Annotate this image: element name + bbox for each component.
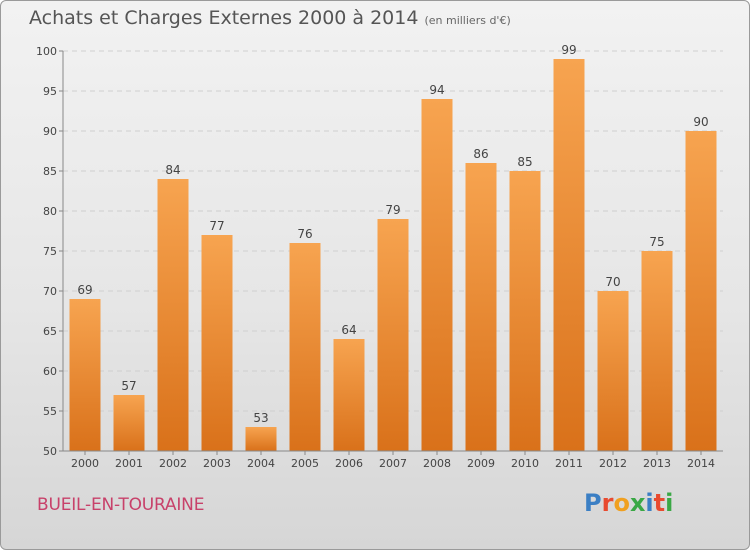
- bar: [421, 99, 453, 451]
- data-label: 85: [517, 155, 532, 169]
- logo-letter: P: [584, 489, 602, 517]
- bar: [377, 219, 409, 451]
- x-tick-label: 2003: [203, 457, 231, 470]
- bar: [597, 291, 629, 451]
- data-label: 86: [473, 147, 488, 161]
- bar: [245, 427, 277, 451]
- y-tick-label: 50: [43, 445, 57, 458]
- chart-title: Achats et Charges Externes 2000 à 2014 (e…: [29, 7, 511, 29]
- commune-name: BUEIL-EN-TOURAINE: [37, 495, 205, 515]
- bar: [553, 59, 585, 451]
- logo-letter: o: [613, 489, 630, 517]
- data-label: 77: [209, 219, 224, 233]
- axes: 50 55 60 65 70 75 80 85 90 95 100 2000 2001 2002 2003 2…: [36, 45, 723, 470]
- data-label: 90: [693, 115, 708, 129]
- data-label: 75: [649, 235, 664, 249]
- logo-letter: i: [665, 489, 674, 517]
- data-label: 70: [605, 275, 620, 289]
- y-tick-label: 60: [43, 365, 57, 378]
- proxiti-logo: Proxiti: [584, 489, 673, 517]
- x-tick-label: 2002: [159, 457, 187, 470]
- data-label: 69: [77, 283, 92, 297]
- x-tick-label: 2012: [599, 457, 627, 470]
- x-tick-label: 2008: [423, 457, 451, 470]
- bar: [333, 339, 365, 451]
- x-tick-label: 2010: [511, 457, 539, 470]
- x-tick-label: 2007: [379, 457, 407, 470]
- logo-letter: i: [645, 489, 654, 517]
- y-tick-label: 85: [43, 165, 57, 178]
- x-tick-label: 2001: [115, 457, 143, 470]
- data-label: 99: [561, 43, 576, 57]
- y-tick-label: 100: [36, 45, 57, 58]
- bar: [641, 251, 673, 451]
- y-tick-label: 90: [43, 125, 57, 138]
- y-tick-label: 55: [43, 405, 57, 418]
- x-tick-label: 2000: [71, 457, 99, 470]
- data-label: 64: [341, 323, 356, 337]
- x-tick-label: 2006: [335, 457, 363, 470]
- data-label: 84: [165, 163, 180, 177]
- data-label: 57: [121, 379, 136, 393]
- x-tick-label: 2005: [291, 457, 319, 470]
- logo-letter: r: [601, 489, 614, 517]
- bar: [157, 179, 189, 451]
- y-tick-label: 65: [43, 325, 57, 338]
- bar: [685, 131, 717, 451]
- y-tick-label: 80: [43, 205, 57, 218]
- x-tick-label: 2009: [467, 457, 495, 470]
- y-tick-label: 75: [43, 245, 57, 258]
- data-label: 94: [429, 83, 444, 97]
- chart-subtitle: (en milliers d'€): [424, 14, 511, 27]
- data-label: 79: [385, 203, 400, 217]
- bar: [69, 299, 101, 451]
- chart-title-text: Achats et Charges Externes 2000 à 2014: [29, 7, 419, 29]
- x-tick-label: 2011: [555, 457, 583, 470]
- x-tick-label: 2014: [687, 457, 715, 470]
- bar-series: 69 57 84 77 53 76 64 79 94 86 85 99 70 75 90: [69, 43, 717, 451]
- bar: [509, 171, 541, 451]
- data-label: 76: [297, 227, 312, 241]
- bar: [201, 235, 233, 451]
- y-tick-label: 70: [43, 285, 57, 298]
- logo-letter: x: [629, 489, 646, 517]
- x-tick-label: 2004: [247, 457, 275, 470]
- bar: [465, 163, 497, 451]
- x-tick-label: 2013: [643, 457, 671, 470]
- data-label: 53: [253, 411, 268, 425]
- y-tick-label: 95: [43, 85, 57, 98]
- bar: [113, 395, 145, 451]
- logo-letter: t: [653, 489, 666, 517]
- bar: [289, 243, 321, 451]
